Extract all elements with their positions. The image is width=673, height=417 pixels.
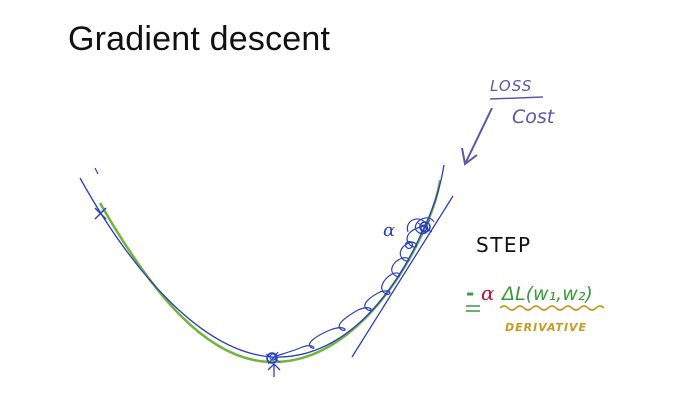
wavy-underline (499, 305, 605, 311)
step-label: STEP (476, 233, 532, 257)
step-formula: - α ΔL(w₁,w₂) (466, 281, 605, 312)
top-loops (406, 217, 435, 235)
loss-label: LOSS (490, 77, 533, 95)
formula-minus: - (466, 281, 474, 305)
hand-drawn-curve (79, 164, 445, 358)
slide-title: Gradient descent (68, 20, 331, 58)
derivative-label: DERIVATIVE (505, 321, 588, 334)
current-point-right (417, 219, 433, 235)
fraction-line (489, 96, 544, 100)
start-point-cross (94, 207, 107, 220)
descent-steps (275, 225, 426, 357)
tick-mark (94, 167, 99, 175)
loss-arrow (461, 107, 493, 166)
minimum-point (265, 351, 281, 365)
minus-underline (466, 305, 480, 312)
alpha-label: α (383, 220, 395, 241)
minimum-arrow (267, 363, 281, 377)
intermediate-point (404, 240, 414, 250)
tangent-line (351, 195, 454, 358)
cost-label: Cost (512, 106, 555, 128)
formula-gradient: ΔL(w₁,w₂) (500, 283, 593, 305)
loss-curve (98, 179, 442, 364)
formula-alpha: α (481, 281, 495, 305)
